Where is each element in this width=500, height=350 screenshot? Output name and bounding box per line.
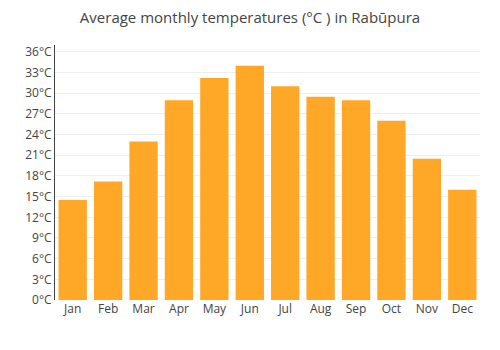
svg-text:9°C: 9°C xyxy=(32,229,52,246)
svg-text:6°C: 6°C xyxy=(32,250,52,267)
svg-text:27°C: 27°C xyxy=(25,105,52,122)
svg-text:Average monthly temperatures (: Average monthly temperatures (°C ) in Ra… xyxy=(80,7,420,27)
svg-text:3°C: 3°C xyxy=(32,271,52,288)
svg-text:May: May xyxy=(203,300,227,317)
svg-text:30°C: 30°C xyxy=(25,84,52,101)
svg-text:Dec: Dec xyxy=(452,300,473,317)
svg-text:Nov: Nov xyxy=(416,300,438,317)
svg-text:Aug: Aug xyxy=(310,300,332,317)
svg-text:0°C: 0°C xyxy=(32,291,52,308)
svg-text:18°C: 18°C xyxy=(25,167,52,184)
svg-text:21°C: 21°C xyxy=(25,146,52,163)
svg-text:Sep: Sep xyxy=(346,300,367,317)
svg-text:Jun: Jun xyxy=(240,300,259,317)
svg-text:Oct: Oct xyxy=(382,300,401,317)
svg-text:Apr: Apr xyxy=(169,300,189,317)
svg-text:12°C: 12°C xyxy=(25,209,52,226)
svg-text:15°C: 15°C xyxy=(25,188,52,205)
svg-text:33°C: 33°C xyxy=(25,64,52,81)
svg-text:Feb: Feb xyxy=(98,300,118,317)
svg-text:24°C: 24°C xyxy=(25,126,52,143)
svg-text:Jul: Jul xyxy=(277,300,292,317)
svg-text:36°C: 36°C xyxy=(25,43,52,60)
svg-text:Mar: Mar xyxy=(132,300,154,317)
svg-text:Jan: Jan xyxy=(63,300,81,317)
